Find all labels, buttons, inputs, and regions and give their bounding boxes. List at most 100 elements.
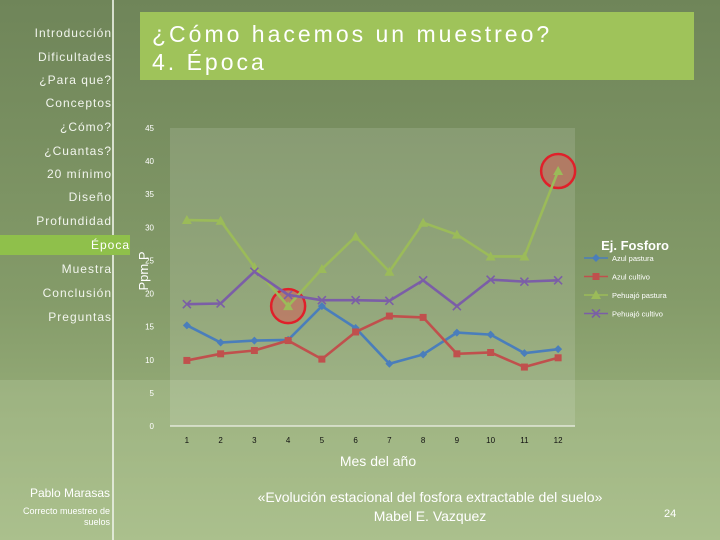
- marker-stroke: [519, 277, 529, 287]
- marker-stroke: [452, 301, 462, 311]
- data-point: [215, 215, 226, 225]
- marker-stroke: [249, 267, 259, 277]
- y-tick-label: 15: [145, 323, 154, 332]
- sidebar-item-epoca[interactable]: Época: [0, 235, 130, 255]
- data-point: [352, 328, 360, 336]
- y-tick-label: 35: [145, 190, 154, 199]
- y-tick-label: 25: [145, 256, 154, 265]
- sidebar-item-preguntas[interactable]: Preguntas: [48, 310, 112, 324]
- legend-marker: [591, 290, 601, 299]
- marker-stroke: [216, 298, 226, 309]
- data-point: [520, 349, 529, 358]
- sidebar-item-muestra[interactable]: Muestra: [61, 262, 112, 276]
- marker-stroke: [283, 290, 293, 300]
- data-point: [183, 356, 191, 364]
- marker-stroke: [351, 295, 361, 305]
- sidebar-item-dificultades[interactable]: Dificultades: [37, 50, 112, 64]
- data-point: [384, 266, 395, 276]
- data-point: [216, 298, 226, 309]
- data-point: [250, 347, 258, 355]
- plot-area: [170, 128, 575, 426]
- x-tick-label: 1: [185, 436, 190, 445]
- data-point: [554, 345, 563, 354]
- data-point: [419, 350, 428, 359]
- title-banner: ¿Cómo hacemos un muestreo? 4. Época: [140, 12, 694, 80]
- source-quote: «Evolución estacional del fosfora extrac…: [257, 489, 603, 524]
- series-line: [186, 314, 559, 369]
- chart-title: Ej. Fosforo: [601, 238, 669, 253]
- sidebar-item-label: Época: [90, 238, 130, 252]
- x-tick-label: 7: [387, 436, 392, 445]
- legend-label: Azul pastura: [612, 254, 655, 263]
- sidebar-item-para-que[interactable]: ¿Para que?: [39, 73, 112, 87]
- presentation-subtitle: Correcto muestreo de suelos: [22, 506, 110, 527]
- data-point: [452, 328, 461, 337]
- data-point: [553, 275, 563, 285]
- sidebar-item-20-minimo[interactable]: 20 mínimo: [46, 167, 112, 181]
- x-tick-label: 2: [218, 436, 223, 445]
- data-point: [217, 350, 225, 358]
- legend-marker: [592, 254, 600, 262]
- data-point: [451, 229, 462, 239]
- highlight-circle: [539, 152, 577, 190]
- page-title: ¿Cómo hacemos un muestreo? 4. Época: [152, 21, 553, 75]
- data-point: [249, 267, 259, 277]
- marker-stroke: [384, 296, 394, 306]
- author-name: Pablo Marasas: [29, 486, 110, 500]
- data-point: [487, 348, 495, 356]
- data-point: [284, 337, 292, 345]
- data-point: [283, 290, 293, 300]
- sidebar-item-conclusion[interactable]: Conclusión: [42, 286, 112, 300]
- x-tick-label: 8: [421, 436, 426, 445]
- marker-stroke: [591, 308, 601, 319]
- data-point: [317, 302, 326, 311]
- data-point: [385, 312, 393, 320]
- series-line: [186, 304, 559, 366]
- x-tick-label: 3: [252, 436, 257, 445]
- y-tick-label: 20: [145, 290, 154, 299]
- x-tick-label: 4: [286, 436, 291, 445]
- data-point: [520, 363, 528, 371]
- page-number: 24: [664, 508, 677, 520]
- data-point: [486, 330, 495, 339]
- sidebar-item-profundidad[interactable]: Profundidad: [36, 214, 112, 228]
- marker-stroke: [317, 295, 327, 305]
- data-point: [453, 350, 461, 358]
- data-point: [316, 264, 327, 274]
- x-tick-label: 6: [353, 436, 358, 445]
- marker-stroke: [486, 275, 496, 285]
- legend-label: Pehuajó cultivo: [612, 310, 663, 319]
- data-point: [318, 355, 326, 363]
- sidebar-item-conceptos[interactable]: Conceptos: [45, 96, 112, 110]
- data-point: [519, 277, 529, 287]
- marker-stroke: [418, 275, 428, 285]
- sidebar-item-cuantas[interactable]: ¿Cuantas?: [44, 144, 112, 158]
- series-line: [186, 170, 560, 309]
- sidebar-item-introduccion[interactable]: Introducción: [34, 26, 112, 40]
- data-point: [418, 275, 428, 285]
- legend-label: Azul cultivo: [612, 273, 650, 282]
- sidebar-item-diseno[interactable]: Diseño: [68, 190, 112, 204]
- data-point: [385, 359, 394, 368]
- x-tick-label: 11: [520, 436, 529, 445]
- data-point: [182, 321, 191, 330]
- data-point: [283, 301, 294, 311]
- data-point: [452, 301, 462, 311]
- x-tick-label: 5: [320, 436, 325, 445]
- data-point: [419, 313, 427, 321]
- sidebar-item-como[interactable]: ¿Cómo?: [59, 120, 112, 134]
- data-point: [486, 275, 496, 285]
- data-point: [519, 251, 530, 261]
- data-point: [553, 166, 564, 176]
- x-tick-label: 9: [455, 436, 460, 445]
- data-point: [351, 295, 361, 305]
- x-tick-label: 12: [554, 436, 563, 445]
- series-line: [186, 270, 559, 308]
- highlight-circle: [269, 287, 307, 325]
- y-tick-label: 10: [145, 356, 154, 365]
- y-tick-label: 0: [150, 422, 155, 431]
- legend-label: Pehuajó pastura: [612, 291, 667, 300]
- sidebar-divider: [112, 0, 114, 540]
